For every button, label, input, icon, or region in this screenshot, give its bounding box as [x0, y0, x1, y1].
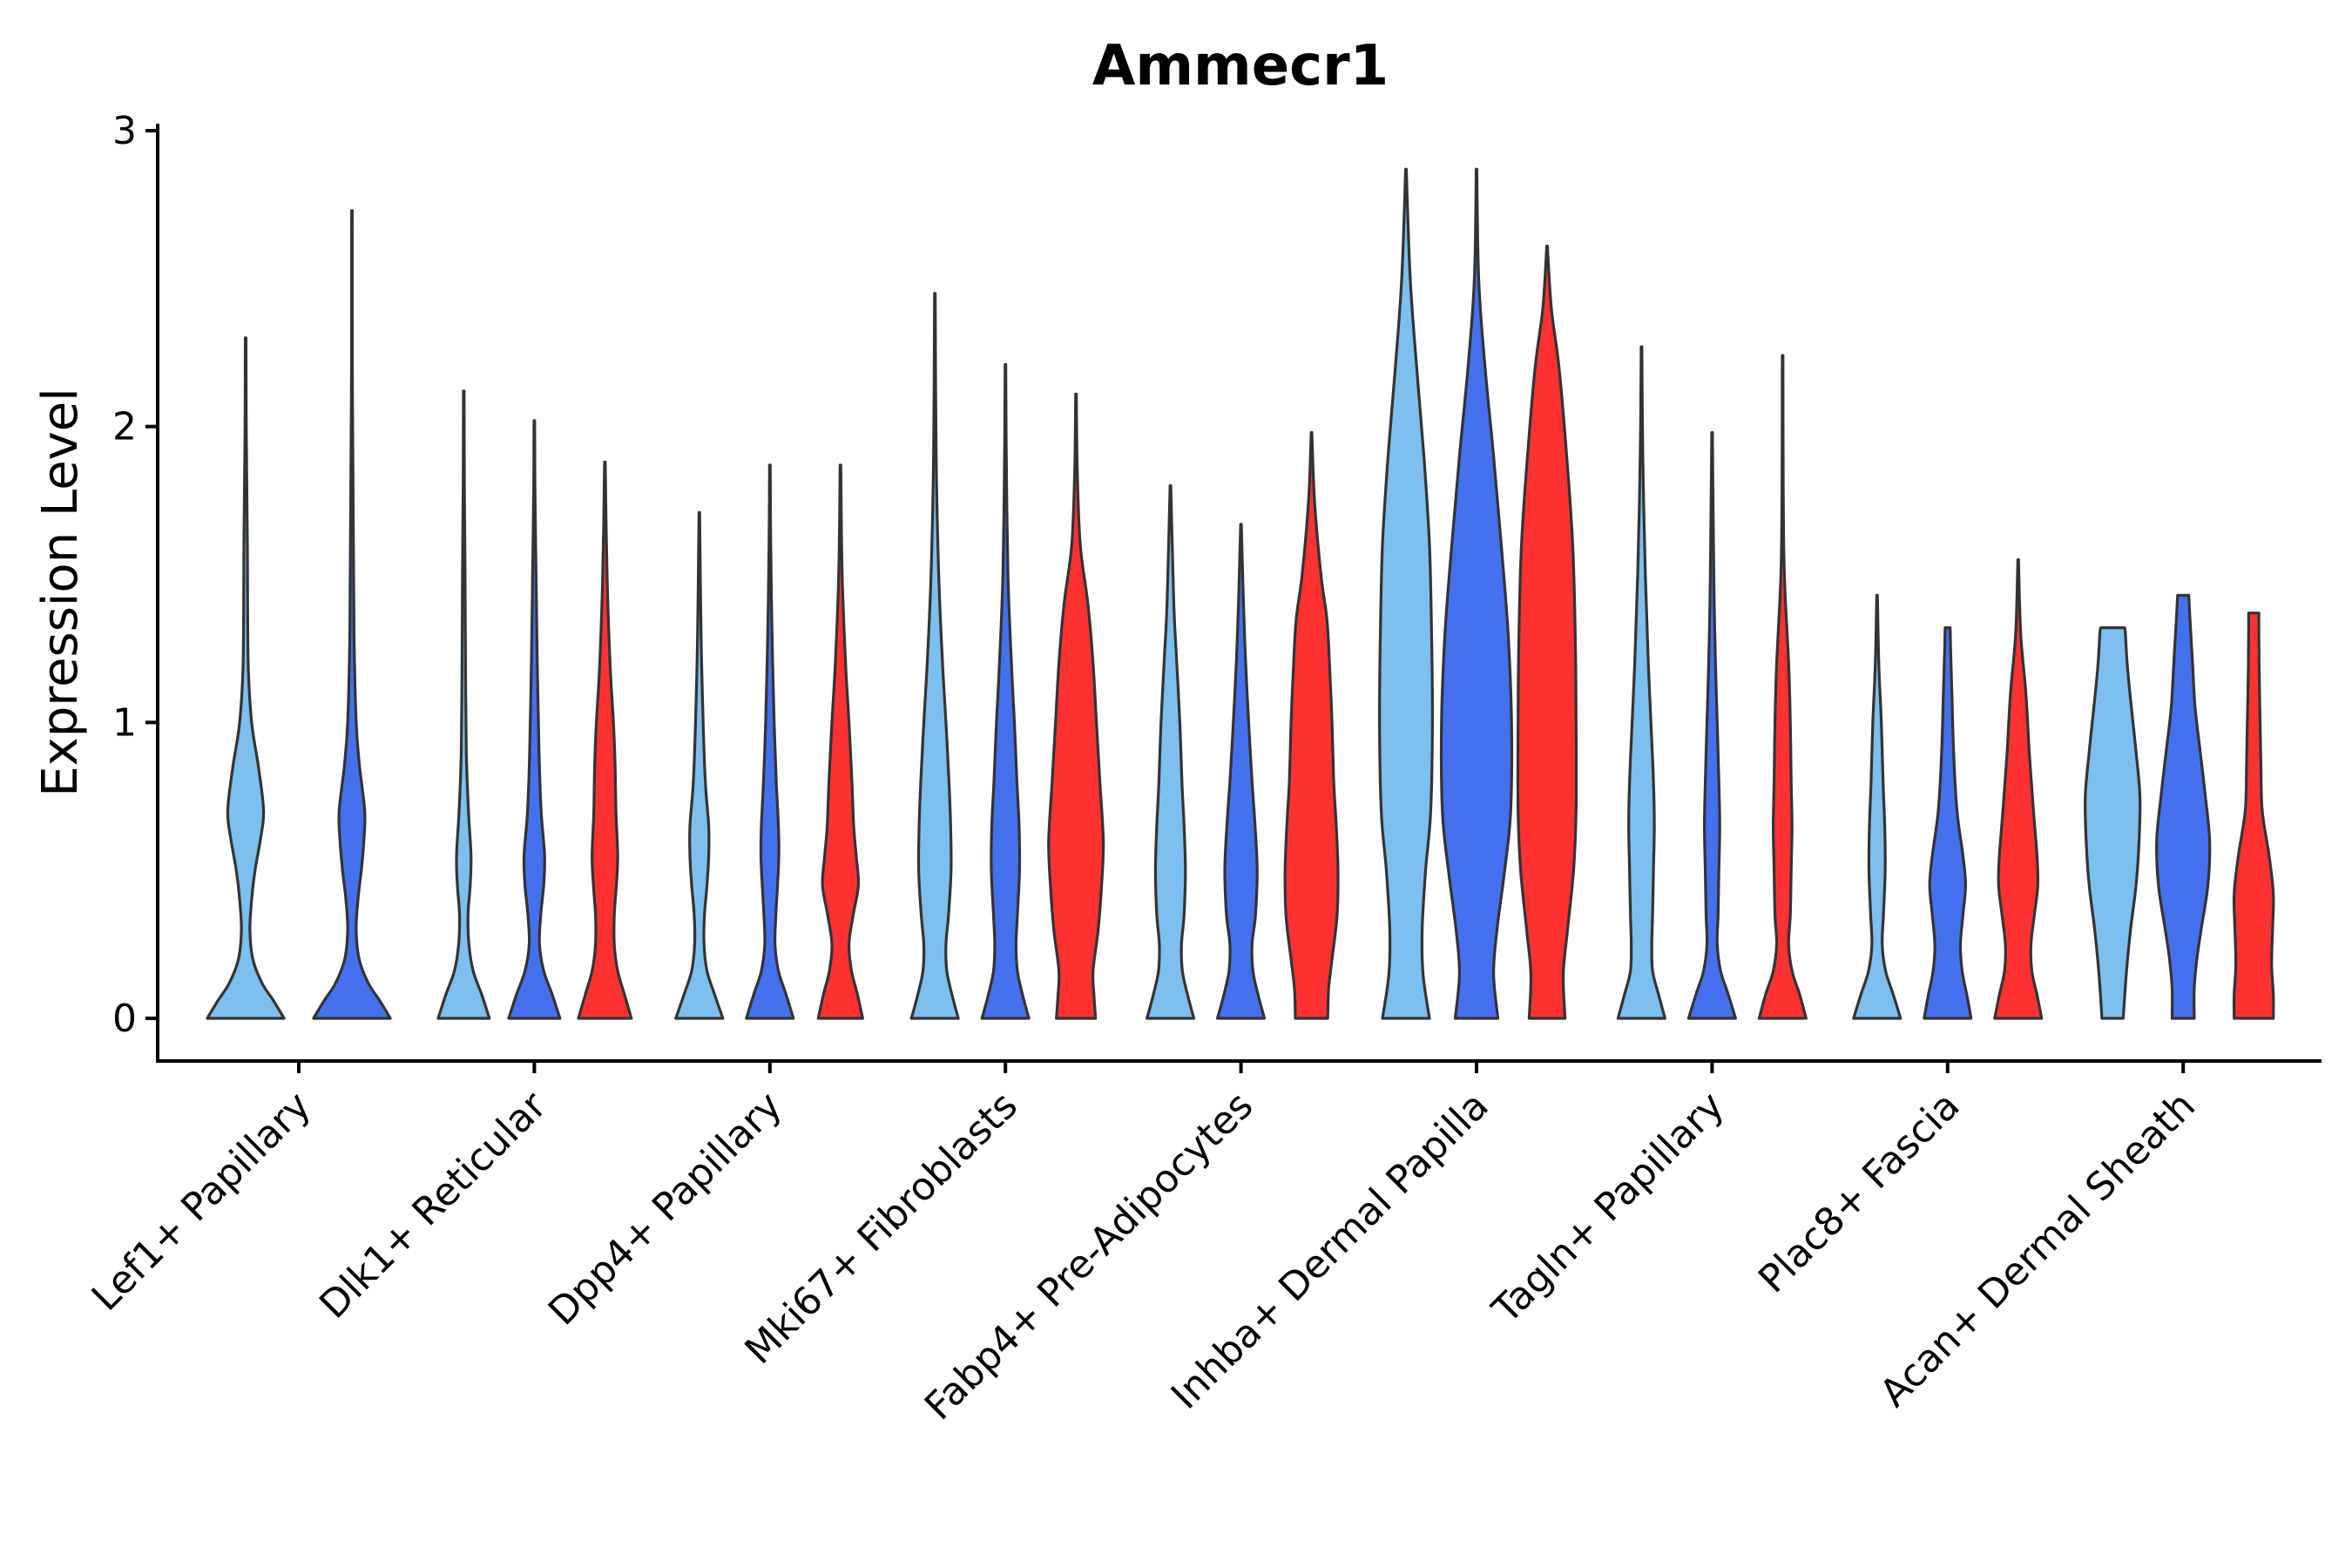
violin-6-series-2: [1439, 167, 1514, 1020]
violin-8-series-3: [1993, 558, 2044, 1020]
violin-2-series-3: [577, 460, 633, 1020]
x-tick-label: Tagln+ Papillary: [1484, 1084, 1733, 1333]
y-tick-label: 3: [112, 109, 137, 153]
x-tick-label: Dpp4+ Papillary: [540, 1084, 791, 1335]
y-tick-label: 0: [112, 997, 137, 1041]
violin-3-series-2: [745, 463, 795, 1020]
violin-4-series-2: [980, 362, 1031, 1020]
x-tick-label: Lef1+ Papillary: [84, 1084, 320, 1320]
y-axis-label: Expression Level: [32, 388, 89, 797]
x-tick-label: Dlk1+ Reticular: [311, 1083, 556, 1328]
violin-2-series-1: [436, 389, 491, 1020]
violin-1-series-2: [312, 209, 392, 1020]
violin-9-series-2: [2155, 593, 2212, 1020]
y-tick-label: 2: [112, 405, 137, 449]
y-tick-label: 1: [112, 700, 137, 745]
violin-8-series-2: [1923, 626, 1973, 1020]
violin-9-series-3: [2232, 612, 2275, 1020]
violin-6-series-1: [1377, 167, 1435, 1020]
violin-7-series-2: [1686, 430, 1737, 1020]
x-tick-label: Plac8+ Fascia: [1750, 1084, 1969, 1302]
violin-7-series-1: [1616, 345, 1666, 1020]
violin-6-series-3: [1516, 244, 1578, 1020]
violin-2-series-2: [507, 419, 562, 1020]
violin-7-series-3: [1757, 354, 1808, 1020]
x-tick-label: Mki67+ Fibroblasts: [737, 1084, 1026, 1373]
violin-5-series-2: [1216, 523, 1267, 1020]
violin-3-series-3: [816, 463, 864, 1020]
violin-layer: [206, 167, 2275, 1020]
violin-5-series-3: [1283, 430, 1340, 1020]
axes: [156, 124, 2322, 1063]
violin-3-series-1: [674, 510, 725, 1020]
violin-4-series-1: [909, 292, 960, 1020]
violin-9-series-1: [2084, 626, 2142, 1020]
violin-5-series-1: [1146, 484, 1196, 1020]
y-ticks: 0 1 2 3: [112, 109, 158, 1041]
chart-title: Ammecr1: [1092, 34, 1389, 98]
violin-4-series-3: [1047, 392, 1105, 1020]
violin-1-series-1: [206, 336, 286, 1020]
violin-8-series-1: [1852, 593, 1903, 1020]
